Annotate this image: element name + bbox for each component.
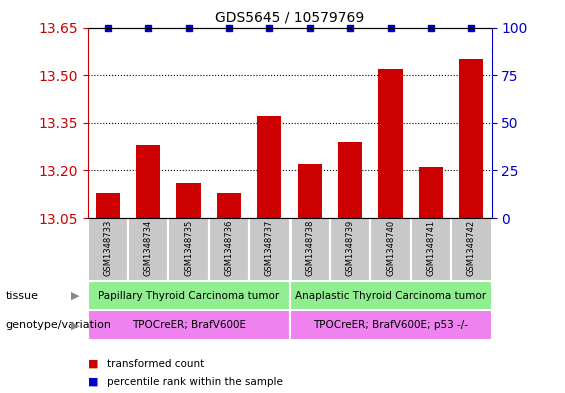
Bar (168, 218, 209, 281)
Bar (371, 218, 411, 281)
Bar (338, 142, 362, 218)
Text: GSM1348736: GSM1348736 (224, 220, 233, 276)
Text: genotype/variation: genotype/variation (6, 320, 112, 330)
Bar (411, 218, 451, 281)
Text: ■: ■ (88, 377, 98, 387)
Text: GSM1348738: GSM1348738 (305, 220, 314, 276)
Text: GSM1348741: GSM1348741 (427, 220, 436, 276)
Bar (257, 116, 281, 218)
Bar (451, 218, 492, 281)
Bar (298, 164, 322, 218)
Text: GSM1348735: GSM1348735 (184, 220, 193, 276)
Title: GDS5645 / 10579769: GDS5645 / 10579769 (215, 11, 364, 25)
Text: GSM1348739: GSM1348739 (346, 220, 355, 276)
Bar (419, 167, 443, 218)
Text: Papillary Thyroid Carcinoma tumor: Papillary Thyroid Carcinoma tumor (98, 291, 279, 301)
Bar (136, 145, 160, 218)
Bar (330, 218, 371, 281)
Text: TPOCreER; BrafV600E: TPOCreER; BrafV600E (132, 320, 246, 330)
Bar (290, 281, 492, 310)
Text: GSM1348740: GSM1348740 (386, 220, 395, 276)
Bar (217, 193, 241, 218)
Text: ■: ■ (88, 358, 98, 369)
Text: percentile rank within the sample: percentile rank within the sample (107, 377, 283, 387)
Text: GSM1348742: GSM1348742 (467, 220, 476, 276)
Text: GSM1348737: GSM1348737 (265, 220, 274, 276)
Text: ▶: ▶ (71, 291, 79, 301)
Bar (290, 218, 330, 281)
Bar (128, 218, 168, 281)
Bar (249, 218, 289, 281)
Text: transformed count: transformed count (107, 358, 205, 369)
Bar (95, 193, 120, 218)
Bar (459, 59, 484, 218)
Text: TPOCreER; BrafV600E; p53 -/-: TPOCreER; BrafV600E; p53 -/- (313, 320, 468, 330)
Text: GSM1348733: GSM1348733 (103, 220, 112, 276)
Bar (176, 183, 201, 218)
Bar (379, 69, 403, 218)
Bar (88, 310, 290, 340)
Text: GSM1348734: GSM1348734 (144, 220, 153, 276)
Text: tissue: tissue (6, 291, 38, 301)
Text: ▶: ▶ (71, 320, 79, 330)
Bar (88, 218, 128, 281)
Bar (290, 310, 492, 340)
Bar (88, 281, 290, 310)
Bar (209, 218, 249, 281)
Text: Anaplastic Thyroid Carcinoma tumor: Anaplastic Thyroid Carcinoma tumor (295, 291, 486, 301)
